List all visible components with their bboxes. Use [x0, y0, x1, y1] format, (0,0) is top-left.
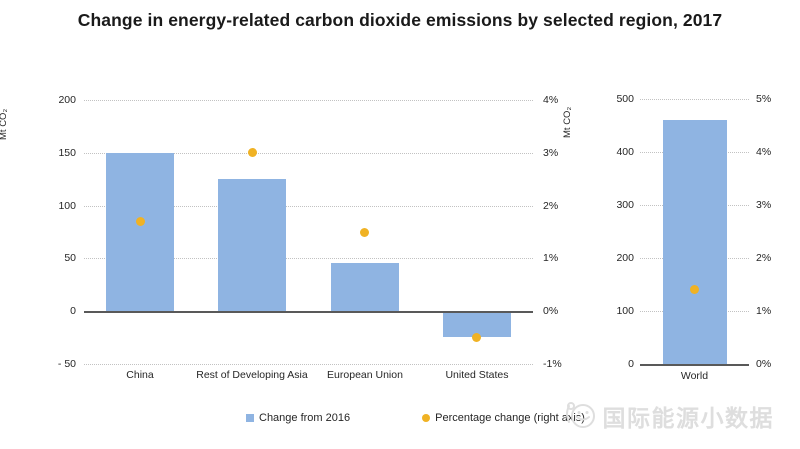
pct-axis-tick-label: 4%: [756, 146, 772, 158]
y-axis-tick-label: 50: [64, 252, 76, 264]
pct-axis-tick-label: 0%: [756, 358, 772, 370]
gridline: [84, 258, 533, 259]
y-axis-tick-label: 200: [616, 252, 634, 264]
pct-axis-tick-label: 3%: [756, 199, 772, 211]
legend-item-bar-series: Change from 2016: [246, 412, 350, 424]
y-axis-title: Mt CO₂: [562, 106, 573, 138]
pct-axis-tick-label: 5%: [756, 93, 772, 105]
y-axis-tick-label: 0: [628, 358, 634, 370]
pct-dot-united-states: [472, 333, 481, 342]
pct-axis-tick-label: 2%: [543, 200, 559, 212]
legend-label: Percentage change (right axis): [435, 412, 585, 424]
gridline: [84, 100, 533, 101]
pct-axis-tick-label: -1%: [543, 358, 562, 370]
bar-united-states: [443, 311, 511, 337]
pct-dot-european-union: [360, 228, 369, 237]
dot-series-swatch-icon: [422, 414, 431, 422]
x-category-label-united-states: United States: [445, 369, 509, 381]
pct-axis-tick-label: 1%: [543, 252, 559, 264]
x-category-label-rest-of-developing-asia: Rest of Developing Asia: [196, 369, 308, 381]
wechat-face-icon: [562, 399, 598, 436]
pct-axis-tick-label: 3%: [543, 147, 559, 159]
x-category-label-world: World: [680, 370, 709, 382]
zero-axis-line: [640, 364, 749, 366]
legend: Change from 2016 Percentage change (righ…: [246, 412, 585, 424]
pct-dot-world: [690, 285, 699, 294]
y-axis-tick-label: 100: [616, 305, 634, 317]
pct-axis-tick-label: 1%: [756, 305, 772, 317]
bar-world: [663, 120, 727, 364]
bar-european-union: [331, 263, 399, 312]
bar-series-swatch-icon: [246, 414, 254, 422]
bar-china: [106, 153, 174, 311]
x-category-label-european-union: European Union: [327, 369, 403, 381]
y-axis-tick-label: 0: [70, 305, 76, 317]
y-axis-tick-label: 400: [616, 146, 634, 158]
watermark: 国际能源小数据: [562, 399, 775, 436]
y-axis-tick-label: - 50: [57, 358, 76, 370]
gridline: [640, 99, 749, 100]
gridline: [84, 364, 533, 365]
legend-label: Change from 2016: [259, 412, 351, 424]
gridline: [84, 206, 533, 207]
pct-dot-rest-of-developing-asia: [248, 148, 257, 157]
y-axis-tick-label: 300: [616, 199, 634, 211]
pct-dot-china: [136, 217, 145, 226]
pct-axis-tick-label: 4%: [543, 94, 559, 106]
y-axis-tick-label: 150: [58, 147, 76, 159]
page-title: Change in energy-related carbon dioxide …: [77, 10, 723, 30]
gridline: [84, 153, 533, 154]
y-axis-tick-label: 500: [616, 93, 634, 105]
legend-item-dot-series: Percentage change (right axis): [422, 412, 585, 424]
pct-axis-tick-label: 2%: [756, 252, 772, 264]
pct-axis-tick-label: 0%: [543, 305, 559, 317]
y-axis-tick-label: 100: [58, 200, 76, 212]
watermark-text: 国际能源小数据: [602, 404, 774, 431]
y-axis-tick-label: 200: [58, 94, 76, 106]
y-axis-title: Mt CO₂: [0, 108, 9, 140]
bar-rest-of-developing-asia: [218, 179, 286, 311]
x-category-label-china: China: [126, 369, 154, 381]
zero-axis-line: [84, 311, 533, 313]
